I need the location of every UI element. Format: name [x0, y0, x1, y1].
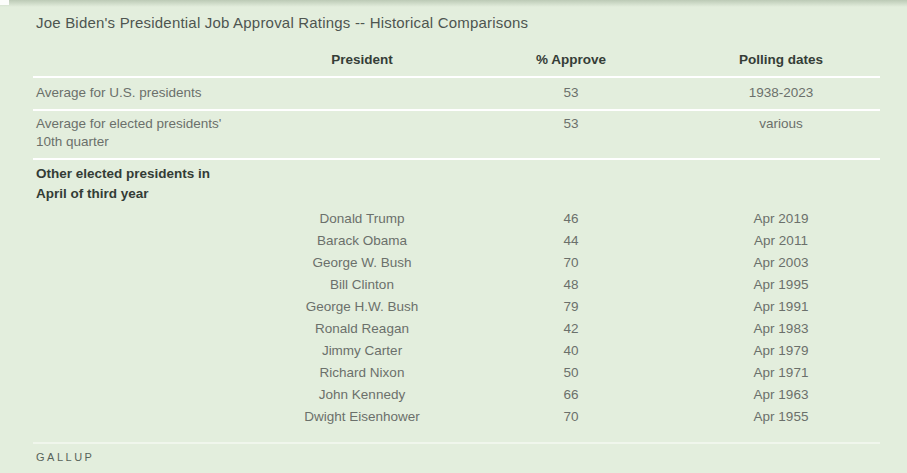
president-name: Jimmy Carter — [322, 344, 402, 358]
approve-value: 50 — [563, 366, 578, 380]
polling-dates-value: 1938-2023 — [749, 86, 814, 100]
polling-dates-value: Apr 1983 — [754, 322, 809, 336]
president-name: George H.W. Bush — [306, 300, 419, 314]
approve-value: 70 — [563, 256, 578, 270]
separator-line — [33, 109, 880, 111]
approve-value: 42 — [563, 322, 578, 336]
president-name: John Kennedy — [319, 388, 405, 402]
polling-dates-value: Apr 1991 — [754, 300, 809, 314]
table-bottom-line — [33, 442, 880, 444]
section-header-line2: April of third year — [36, 187, 149, 201]
top-edge-shade — [0, 0, 907, 7]
president-name: Bill Clinton — [330, 278, 394, 292]
separator-line — [33, 158, 880, 160]
approve-value: 46 — [563, 212, 578, 226]
polling-dates-value: Apr 2011 — [754, 234, 808, 248]
polling-dates-value: Apr 1971 — [754, 366, 809, 380]
approve-value: 70 — [563, 410, 578, 424]
polling-dates-value: Apr 2003 — [754, 256, 809, 270]
approve-value: 44 — [563, 234, 578, 248]
approve-value: 79 — [563, 300, 578, 314]
row-label-average-elected-line2: 10th quarter — [36, 135, 109, 149]
polling-dates-value: Apr 1995 — [754, 278, 809, 292]
president-name: Dwight Eisenhower — [304, 410, 420, 424]
row-label-average-elected-line1: Average for elected presidents' — [36, 117, 221, 131]
column-header-president: President — [331, 53, 393, 67]
president-name: Richard Nixon — [320, 366, 405, 380]
section-header-line1: Other elected presidents in — [36, 167, 210, 181]
column-header-polling-dates: Polling dates — [739, 53, 823, 67]
separator-line — [33, 76, 880, 78]
president-name: Barack Obama — [317, 234, 407, 248]
approve-value: 66 — [563, 388, 578, 402]
row-label-average-us-presidents: Average for U.S. presidents — [36, 86, 202, 100]
gallup-brand-label: GALLUP — [36, 451, 94, 463]
polling-dates-value: Apr 1955 — [754, 410, 809, 424]
page-title: Joe Biden's Presidential Job Approval Ra… — [36, 14, 528, 31]
column-header-approve: % Approve — [536, 53, 606, 67]
polling-dates-value: various — [759, 117, 803, 131]
approve-value: 53 — [563, 117, 578, 131]
polling-dates-value: Apr 1979 — [754, 344, 809, 358]
approve-value: 48 — [563, 278, 578, 292]
president-name: George W. Bush — [312, 256, 411, 270]
president-name: Donald Trump — [320, 212, 405, 226]
polling-dates-value: Apr 1963 — [754, 388, 809, 402]
gallup-table-page: Joe Biden's Presidential Job Approval Ra… — [0, 0, 907, 473]
president-name: Ronald Reagan — [315, 322, 409, 336]
top-left-corner-artifact — [0, 0, 9, 5]
approve-value: 40 — [563, 344, 578, 358]
approve-value: 53 — [563, 86, 578, 100]
polling-dates-value: Apr 2019 — [754, 212, 809, 226]
